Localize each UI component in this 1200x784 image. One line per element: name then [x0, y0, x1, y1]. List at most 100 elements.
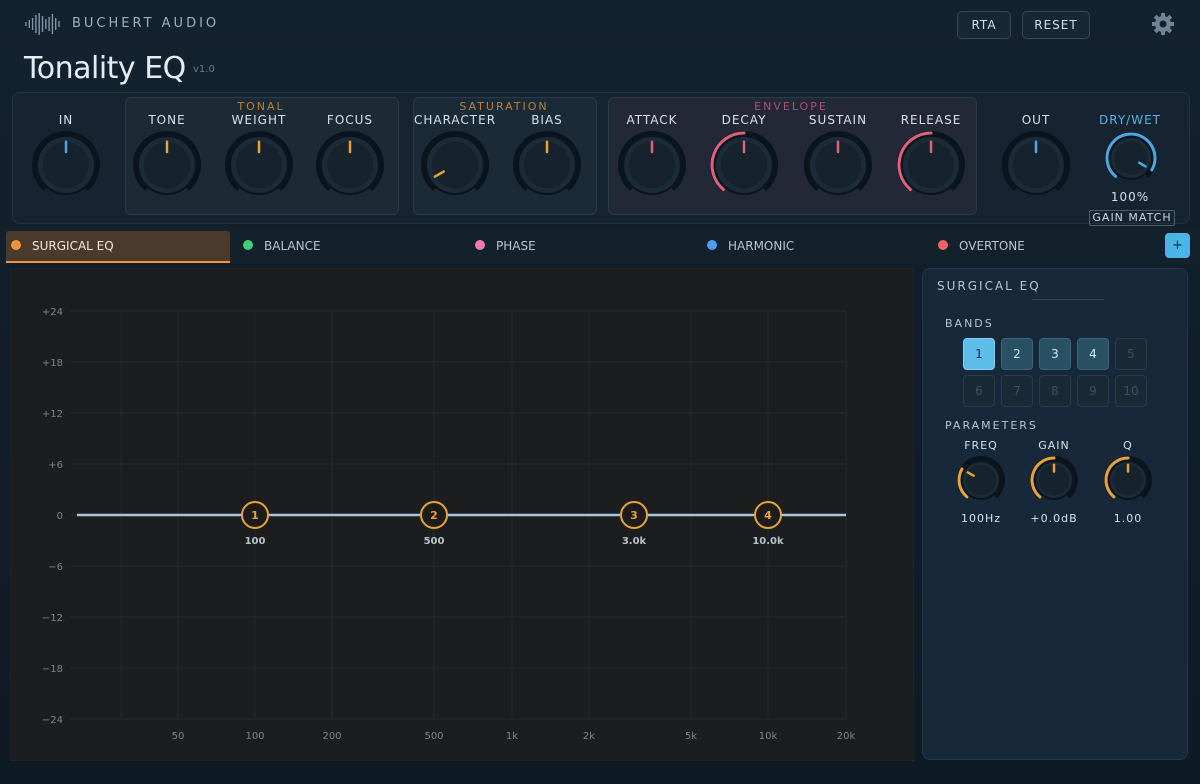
knob-track	[618, 131, 686, 192]
tab-active-bg[interactable]	[6, 231, 230, 263]
knob-arc	[897, 131, 933, 192]
header-button btn[interactable]: RTA	[957, 11, 1011, 39]
knob-track	[513, 131, 581, 192]
tab-dot	[11, 240, 21, 250]
knob-cap	[1038, 464, 1070, 496]
knob-cap	[431, 141, 479, 189]
knob-indicator	[433, 170, 445, 178]
x-axis-label: 500	[424, 731, 443, 742]
gear-hole	[1159, 20, 1167, 28]
brand: BUCHERT AUDIO	[72, 16, 220, 31]
band-button[interactable]: 1	[963, 338, 995, 370]
eq-node-freq: 100	[245, 536, 266, 547]
knob-track	[804, 131, 872, 192]
parameters-label: PARAMETERS	[945, 419, 1038, 432]
knob[interactable]	[222, 128, 296, 202]
tab-dot	[707, 240, 717, 250]
band-button[interactable]: 2	[1001, 338, 1033, 370]
knob-label lbl: RELEASE	[900, 113, 962, 127]
knob-track	[32, 131, 100, 192]
eq-node[interactable]	[620, 501, 648, 529]
knob-arc	[1030, 456, 1056, 499]
knob[interactable]	[707, 128, 781, 202]
knob[interactable]	[510, 128, 584, 202]
y-axis-label: −24	[42, 715, 63, 726]
knob[interactable]	[954, 453, 1008, 507]
x-axis-label: 10k	[759, 731, 778, 742]
gain-match-button[interactable]: GAIN MATCH	[1089, 210, 1175, 226]
tab-label[interactable]: HARMONIC	[728, 239, 795, 253]
knob[interactable]	[999, 128, 1073, 202]
band-button[interactable]: 3	[1039, 338, 1071, 370]
x-axis-label: 20k	[837, 731, 856, 742]
knob-arc	[957, 467, 969, 499]
band-button[interactable]: 7	[1001, 375, 1033, 407]
tab-label[interactable]: PHASE	[496, 239, 536, 253]
knob[interactable]	[29, 128, 103, 202]
knob-track	[316, 131, 384, 192]
band-button[interactable]: 10	[1115, 375, 1147, 407]
y-axis-label: 0	[57, 511, 63, 522]
eq-node-label: 1	[251, 509, 259, 522]
band-button[interactable]: 6	[963, 375, 995, 407]
eq-node-freq: 500	[424, 536, 445, 547]
group-title: TONAL	[237, 100, 285, 113]
y-axis-label: −6	[48, 562, 63, 573]
eq-node-label: 4	[764, 509, 772, 522]
eq-node[interactable]	[420, 501, 448, 529]
eq-node-label: 2	[430, 509, 438, 522]
header-button btn[interactable]: RESET	[1022, 11, 1090, 39]
bands-label: BANDS	[945, 317, 994, 330]
group-title: ENVELOPE	[754, 100, 828, 113]
knob-cap	[1012, 141, 1060, 189]
knob[interactable]	[313, 128, 387, 202]
knob[interactable]	[894, 128, 968, 202]
y-axis-label: +12	[42, 409, 63, 420]
knob-label lbl: DECAY	[721, 113, 767, 127]
knob-label lbl: SUSTAIN	[808, 113, 868, 127]
knob-cap	[907, 141, 955, 189]
knob-cap	[143, 141, 191, 189]
knob-arc	[710, 131, 746, 192]
version: v1.0	[193, 64, 215, 75]
knob[interactable]	[801, 128, 875, 202]
y-axis-label: +6	[48, 460, 63, 471]
knob-label lbl: BIAS	[531, 113, 563, 127]
knob-cap	[720, 141, 768, 189]
param-value: +0.0dB	[1030, 512, 1078, 525]
knob[interactable]	[1102, 129, 1160, 187]
param-value: 1.00	[1113, 512, 1143, 525]
knob-label lbl: OUT	[1021, 113, 1051, 127]
tab-label[interactable]: SURGICAL EQ	[32, 239, 114, 253]
band-button[interactable]: 8	[1039, 375, 1071, 407]
add-tab-button[interactable]: +	[1165, 233, 1190, 258]
eq-node[interactable]	[754, 501, 782, 529]
knob[interactable]	[1027, 453, 1081, 507]
eq-node-label: 3	[630, 509, 638, 522]
tab-label[interactable]: OVERTONE	[959, 239, 1025, 253]
knob-cap	[235, 141, 283, 189]
knob-track	[225, 131, 293, 192]
knob[interactable]	[418, 128, 492, 202]
knob[interactable]	[1101, 453, 1155, 507]
band-button[interactable]: 5	[1115, 338, 1147, 370]
param-label: FREQ	[964, 439, 998, 452]
y-axis-label: −18	[42, 664, 63, 675]
tab-label[interactable]: BALANCE	[264, 239, 321, 253]
knob[interactable]	[615, 128, 689, 202]
knob[interactable]	[130, 128, 204, 202]
x-axis-label: 2k	[583, 731, 595, 742]
knob-label lbl: WEIGHT	[231, 113, 287, 127]
panel-title: SURGICAL EQ	[937, 279, 1041, 293]
knob-track	[1002, 131, 1070, 192]
knob-track	[133, 131, 201, 192]
logo	[25, 13, 60, 35]
y-axis-label: +24	[42, 307, 63, 318]
band-button[interactable]: 9	[1077, 375, 1109, 407]
band-button[interactable]: 4	[1077, 338, 1109, 370]
knob-cap	[814, 141, 862, 189]
dry-wet-value: 100%	[1110, 190, 1150, 204]
title: Tonality EQ	[24, 51, 186, 86]
settings-gear[interactable]	[1151, 12, 1175, 36]
eq-node[interactable]	[241, 501, 269, 529]
